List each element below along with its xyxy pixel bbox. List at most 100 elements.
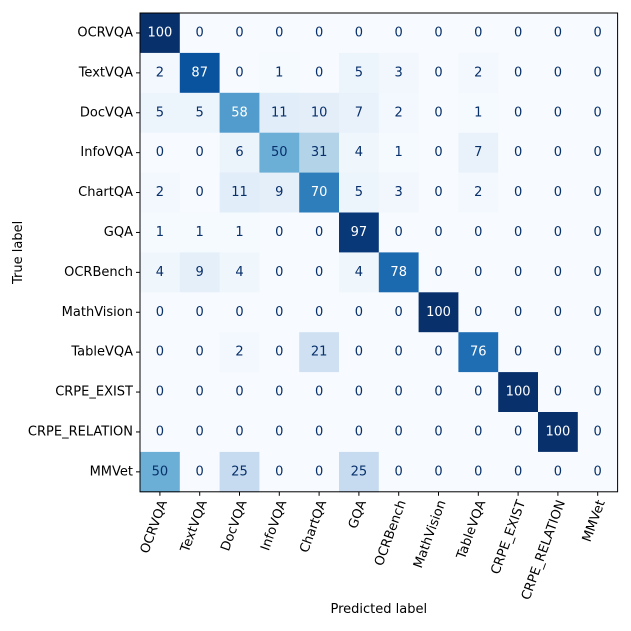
cell-value-label: 0	[434, 65, 442, 80]
heatmap-cell	[299, 132, 340, 174]
cell-value-label: 0	[554, 185, 562, 200]
y-tick-label: MathVision	[62, 305, 133, 320]
cell-value-label: 0	[514, 265, 522, 280]
cell-value-label: 0	[554, 105, 562, 120]
cell-value-label: 0	[156, 424, 164, 439]
cell-value-label: 25	[231, 464, 248, 479]
x-tick-label: MathVision	[411, 498, 449, 570]
heatmap-cell	[259, 292, 300, 333]
cell-value-label: 50	[271, 145, 288, 160]
heatmap-cell	[577, 172, 619, 213]
cell-value-label: 0	[554, 145, 562, 160]
heatmap-cell	[538, 92, 579, 134]
cell-value-label: 0	[235, 385, 243, 400]
cell-value-label: 0	[434, 185, 442, 200]
heatmap-cell	[179, 451, 221, 493]
heatmap-cell	[458, 412, 499, 453]
heatmap-cell	[219, 92, 260, 134]
heatmap-cell	[140, 92, 181, 134]
cell-value-label: 0	[315, 464, 323, 479]
heatmap-cell	[179, 212, 221, 253]
cell-value-label: 1	[156, 225, 164, 240]
cell-value-label: 0	[594, 65, 602, 80]
cell-value-label: 0	[554, 305, 562, 320]
cell-value-label: 2	[395, 105, 403, 120]
cell-value-label: 0	[315, 65, 323, 80]
heatmap-cell	[219, 132, 260, 174]
cell-value-label: 0	[156, 385, 164, 400]
cell-value-label: 0	[514, 305, 522, 320]
heatmap-cell	[219, 172, 260, 213]
heatmap-cell	[259, 132, 300, 174]
heatmap-cell	[577, 332, 619, 373]
cell-value-label: 0	[156, 145, 164, 160]
cell-value-label: 100	[545, 424, 570, 439]
heatmap-cell	[339, 372, 380, 413]
cell-value-label: 0	[514, 105, 522, 120]
cell-value-label: 0	[474, 385, 482, 400]
heatmap-cell	[339, 52, 380, 94]
heatmap-cell	[259, 412, 300, 453]
heatmap-cell	[140, 132, 181, 174]
heatmap-cell	[378, 52, 420, 94]
heatmap-cell	[299, 172, 340, 213]
cell-value-label: 6	[235, 145, 243, 160]
heatmap-cell	[299, 332, 340, 373]
cell-value-label: 0	[196, 305, 204, 320]
cell-value-label: 7	[355, 105, 363, 120]
y-tick-label: TextVQA	[78, 65, 133, 80]
heatmap-cell	[299, 372, 340, 413]
heatmap-cell	[498, 172, 539, 213]
cell-value-label: 0	[554, 345, 562, 360]
cell-value-label: 11	[231, 185, 248, 200]
cell-value-label: 100	[147, 25, 172, 40]
cell-value-label: 0	[594, 145, 602, 160]
y-tick-label: ChartQA	[78, 185, 133, 200]
x-tick-label: TextVQA	[178, 498, 211, 555]
cell-value-label: 2	[156, 65, 164, 80]
cell-value-label: 2	[156, 185, 164, 200]
cell-value-label: 1	[196, 225, 204, 240]
heatmap-cell	[179, 92, 221, 134]
y-tick-label: TableVQA	[70, 345, 133, 360]
heatmap-cell	[378, 451, 420, 493]
heatmap-cell	[538, 292, 579, 333]
heatmap-cell	[577, 13, 619, 54]
cell-value-label: 0	[594, 265, 602, 280]
heatmap-cell	[498, 372, 539, 413]
heatmap-cell	[378, 172, 420, 213]
heatmap-cell	[498, 451, 539, 493]
cell-value-label: 11	[271, 105, 288, 120]
cell-value-label: 0	[275, 424, 283, 439]
heatmap-cell	[538, 132, 579, 174]
heatmap-cell	[179, 372, 221, 413]
heatmap-cell	[219, 412, 260, 453]
heatmap-cell	[458, 451, 499, 493]
heatmap-cell	[179, 172, 221, 213]
cell-value-label: 7	[474, 145, 482, 160]
cell-value-label: 0	[514, 464, 522, 479]
heatmap-cell	[299, 52, 340, 94]
cell-value-label: 0	[474, 25, 482, 40]
heatmap-cell	[577, 92, 619, 134]
heatmap-cell	[179, 13, 221, 54]
heatmap-cell	[140, 212, 181, 253]
cell-value-label: 0	[235, 305, 243, 320]
cell-value-label: 0	[434, 225, 442, 240]
heatmap-cell	[140, 172, 181, 213]
cell-value-label: 0	[474, 464, 482, 479]
cell-value-label: 87	[191, 65, 208, 80]
cell-value-label: 5	[196, 105, 204, 120]
heatmap-cell	[259, 451, 300, 493]
x-tick-label: InfoVQA	[258, 498, 290, 553]
heatmap-cell	[140, 332, 181, 373]
heatmap-cell	[378, 292, 420, 333]
cell-value-label: 0	[196, 385, 204, 400]
cell-value-label: 1	[235, 225, 243, 240]
cell-value-label: 2	[474, 65, 482, 80]
cell-value-label: 4	[355, 265, 363, 280]
heatmap-cell	[538, 451, 579, 493]
cell-value-label: 0	[554, 225, 562, 240]
cell-value-label: 0	[315, 305, 323, 320]
